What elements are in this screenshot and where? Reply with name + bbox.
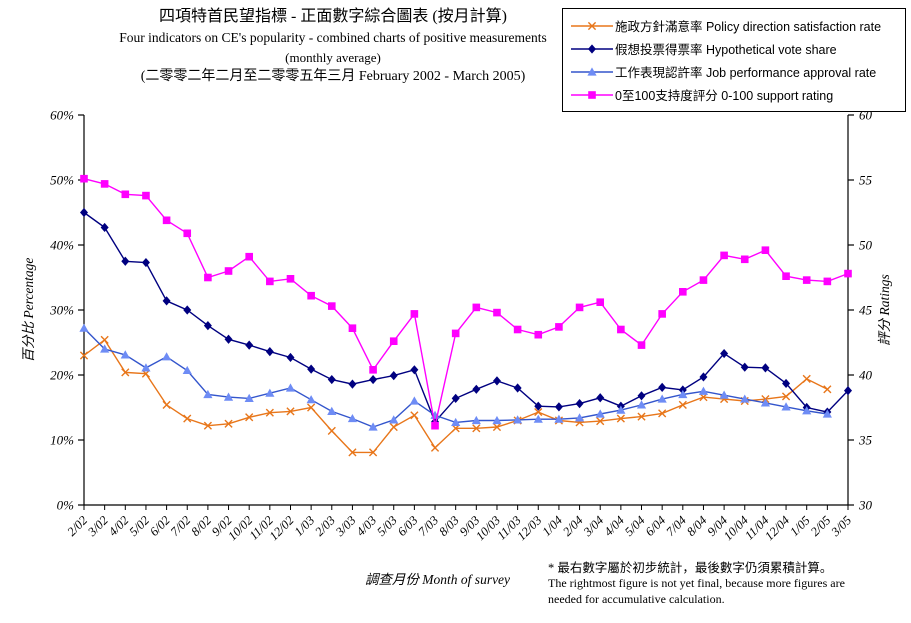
x-axis-caption: 調查月份 Month of survey — [364, 572, 511, 587]
legend-item-job-approval: 工作表現認許率 Job performance approval rate — [569, 60, 899, 83]
legend-label: 0至100支持度評分 0-100 support rating — [615, 89, 834, 103]
svg-text:40%: 40% — [50, 238, 74, 253]
svg-text:2/04: 2/04 — [560, 513, 586, 539]
x-marker-icon — [571, 21, 613, 30]
diamond-marker-icon — [571, 43, 613, 54]
left-axis-ticks: 0% 10% 20% 30% 40% 50% 60% — [49, 108, 84, 513]
footnote: * 最右數字屬於初步統計，最後數字仍須累積計算。 The rightmost f… — [548, 560, 908, 607]
svg-text:0%: 0% — [57, 498, 75, 513]
chart-date-range: (二零零二年二月至二零零五年三月 February 2002 - March 2… — [140, 68, 526, 84]
svg-text:8/03: 8/03 — [436, 513, 462, 539]
svg-text:55: 55 — [859, 173, 873, 188]
svg-text:7/03: 7/03 — [416, 513, 442, 539]
svg-text:4/02: 4/02 — [106, 513, 132, 539]
svg-text:5/03: 5/03 — [374, 513, 400, 539]
legend: 施政方針滿意率 Policy direction satisfaction ra… — [562, 8, 906, 112]
footnote-chinese: * 最右數字屬於初步統計，最後數字仍須累積計算。 — [548, 561, 833, 575]
right-axis-title: 評分 Ratings — [877, 274, 892, 346]
svg-text:1/04: 1/04 — [539, 513, 565, 539]
footnote-english-line1: The rightmost figure is not yet final, b… — [548, 576, 845, 591]
axis-lines — [83, 115, 849, 506]
svg-text:7/04: 7/04 — [663, 513, 689, 539]
footnote-english-line2: needed for accumulative calculation. — [548, 591, 725, 606]
series-2 — [79, 323, 832, 431]
svg-text:2/02: 2/02 — [64, 513, 90, 539]
svg-text:60%: 60% — [50, 108, 74, 123]
series-1 — [80, 207, 852, 427]
svg-text:8/02: 8/02 — [188, 513, 214, 539]
svg-text:3/02: 3/02 — [84, 513, 110, 539]
square-marker-icon — [571, 90, 613, 99]
chart-title-chinese: 四項特首民望指標 - 正面數字綜合圖表 (按月計算) — [159, 8, 507, 25]
svg-text:1/05: 1/05 — [787, 513, 813, 539]
svg-text:3/05: 3/05 — [828, 513, 854, 539]
legend-label: 工作表現認許率 Job performance approval rate — [615, 66, 877, 80]
svg-text:35: 35 — [858, 433, 873, 448]
svg-text:6/04: 6/04 — [643, 513, 669, 539]
svg-text:45: 45 — [859, 303, 873, 318]
svg-text:30%: 30% — [49, 303, 74, 318]
svg-text:8/04: 8/04 — [684, 513, 710, 539]
chart-title-english: Four indicators on CE's popularity - com… — [119, 30, 547, 45]
x-axis-ticks: 2/023/024/025/026/027/028/029/0210/0211/… — [64, 505, 854, 543]
svg-text:3/04: 3/04 — [580, 513, 606, 539]
svg-text:4/03: 4/03 — [354, 513, 380, 539]
legend-label: 施政方針滿意率 Policy direction satisfaction ra… — [615, 20, 882, 34]
triangle-marker-icon — [571, 66, 613, 76]
svg-text:2/03: 2/03 — [312, 513, 338, 539]
svg-text:6/03: 6/03 — [395, 513, 421, 539]
svg-text:4/04: 4/04 — [601, 513, 627, 539]
chart-subtitle-monthly-average: (monthly average) — [285, 49, 381, 65]
left-axis-title: 百分比 Percentage — [21, 258, 36, 363]
svg-text:5/02: 5/02 — [126, 513, 152, 539]
legend-label: 假想投票得票率 Hypothetical vote share — [615, 43, 837, 57]
series-0 — [79, 335, 832, 457]
legend-item-policy-direction: 施政方針滿意率 Policy direction satisfaction ra… — [569, 14, 899, 37]
svg-text:50%: 50% — [50, 173, 74, 188]
svg-text:50: 50 — [859, 238, 873, 253]
svg-text:1/03: 1/03 — [292, 513, 318, 539]
svg-text:30: 30 — [858, 498, 873, 513]
svg-text:2/05: 2/05 — [808, 513, 834, 539]
svg-text:40: 40 — [859, 368, 873, 383]
svg-text:5/04: 5/04 — [622, 513, 648, 539]
svg-text:7/02: 7/02 — [168, 513, 194, 539]
series-3 — [80, 174, 852, 430]
svg-text:3/03: 3/03 — [332, 513, 358, 539]
svg-text:6/02: 6/02 — [147, 513, 173, 539]
svg-text:10%: 10% — [50, 433, 74, 448]
legend-item-support-rating: 0至100支持度評分 0-100 support rating — [569, 83, 899, 106]
chart-title-block: 四項特首民望指標 - 正面數字綜合圖表 (按月計算) Four indicato… — [8, 9, 658, 84]
legend-item-vote-share: 假想投票得票率 Hypothetical vote share — [569, 37, 899, 60]
svg-text:20%: 20% — [50, 368, 74, 383]
